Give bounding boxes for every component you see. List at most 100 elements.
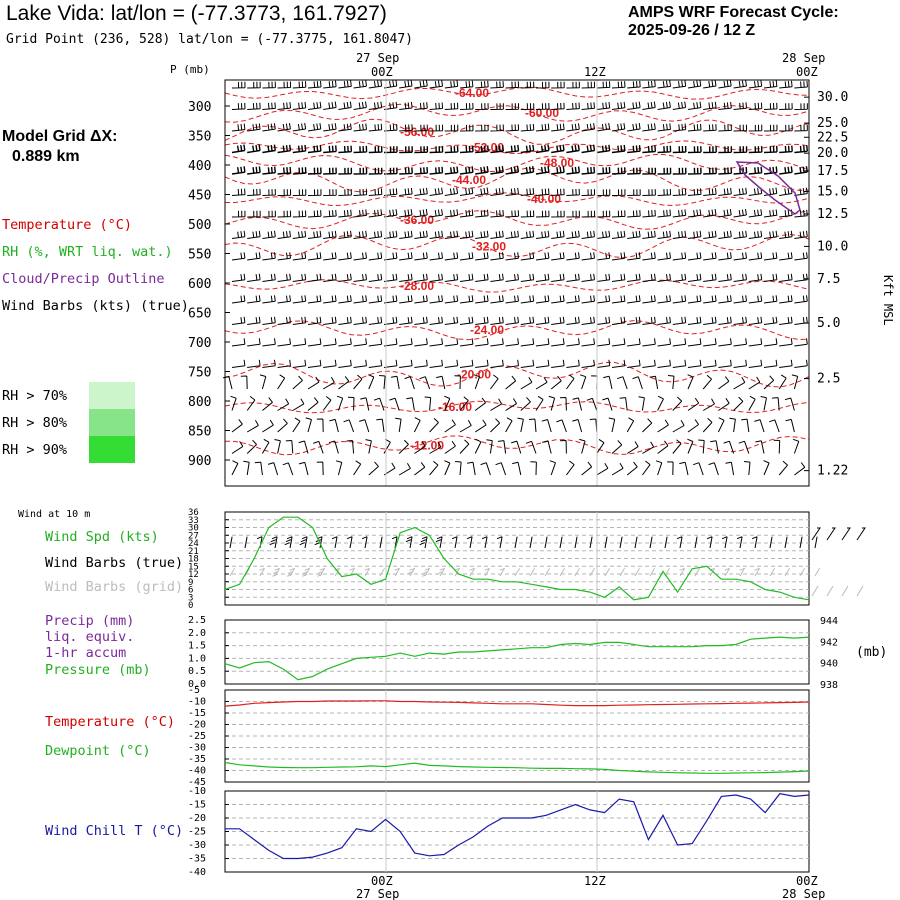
top-time-label: 00Z (796, 65, 818, 79)
wind-barb (338, 338, 352, 347)
wind-barb (763, 375, 775, 390)
wind-barb (535, 252, 550, 261)
wind-barb (368, 374, 375, 390)
wind-barb-true (229, 536, 233, 549)
wind-barb (596, 359, 611, 368)
wind-barb (307, 376, 320, 390)
wind-barb (733, 166, 748, 175)
wind-barb (475, 124, 489, 132)
wind-barb (702, 417, 713, 433)
wind-barb (399, 124, 413, 132)
wind-barb (505, 103, 520, 110)
wind-barb (784, 397, 795, 411)
wind-barb (611, 295, 626, 304)
wind-barb (277, 316, 291, 325)
wind-barb (611, 359, 626, 368)
panel-tick-label: -10 (188, 786, 206, 797)
wind-barb (444, 359, 459, 368)
isotherm-label: -44.00 (452, 173, 486, 187)
wind-barb-grid (317, 567, 326, 577)
wind-barb (627, 210, 641, 218)
wind-barb (672, 252, 687, 261)
wind-barb (511, 440, 522, 454)
wind-chill-line (225, 793, 810, 860)
wind-barb (551, 273, 565, 282)
wind-barb-grid (469, 567, 476, 577)
wind-barb (535, 123, 550, 132)
wind-barb (414, 441, 426, 454)
height-tick-label: 22.5 (817, 130, 848, 145)
wind-barb (383, 101, 398, 110)
wind-barb (246, 439, 257, 454)
wind-barb (414, 252, 428, 261)
wind-barb (505, 273, 519, 282)
panel-tick-label: 18 (188, 555, 199, 565)
wind-barb (307, 316, 322, 325)
wind-barb (627, 338, 641, 347)
panel-tick-label: 0 (188, 601, 193, 611)
wind-barb (399, 101, 413, 110)
wind-barb (717, 417, 725, 433)
wind-barb (672, 209, 687, 218)
wind-barb (535, 316, 550, 325)
wind-barb (548, 395, 556, 411)
wind-barb (359, 419, 370, 433)
wind-barb (262, 144, 276, 154)
wind-barb (535, 295, 550, 304)
wind-barb (778, 460, 788, 476)
wind-barb (231, 81, 246, 89)
wind-barb-grid (514, 568, 521, 577)
top-time-label: 12Z (584, 65, 606, 79)
wind-barb (702, 398, 715, 411)
wind-barb-true (405, 536, 413, 549)
wind-barb (687, 101, 702, 110)
wind-barb (247, 81, 261, 89)
wind-barb (520, 230, 535, 239)
wind-barb (490, 81, 504, 89)
wind-barb (702, 374, 712, 390)
wind-barb (338, 359, 352, 368)
wind-barb (490, 374, 499, 390)
wind-barb (718, 376, 730, 390)
wind-barb (794, 338, 808, 347)
wind-barb (520, 316, 535, 325)
isotherm-line (224, 153, 810, 173)
pressure-tick-label: 300 (188, 100, 211, 115)
wind-barb (596, 273, 611, 282)
wind-barb (277, 144, 292, 154)
wind-barb (581, 210, 596, 218)
wind-barb (517, 417, 524, 433)
wind-barb (794, 273, 808, 282)
panel-tick-label: 12 (188, 570, 199, 580)
wind-barb-grid (408, 567, 416, 577)
wind-barb (316, 418, 324, 433)
wind-barb (581, 166, 596, 175)
wind-barb (642, 80, 656, 89)
wind-barb (581, 189, 596, 196)
wind-barb (490, 316, 504, 325)
wind-barb (566, 188, 580, 196)
wind-barb (505, 187, 519, 196)
wind-barb (368, 101, 383, 110)
isotherm-line (224, 400, 810, 414)
wind-barb-true (604, 536, 608, 549)
wind-barb (414, 80, 428, 89)
wind-barb (672, 167, 687, 175)
wind-barb (718, 273, 732, 282)
wind-barb (566, 460, 575, 476)
wind-barb (459, 252, 474, 261)
wind-barb (596, 438, 605, 454)
wind-barb (368, 338, 383, 347)
wind-barb (262, 397, 273, 411)
wind-barb (779, 166, 793, 175)
wind-barb (230, 395, 237, 411)
wind-barb (763, 145, 778, 154)
wind-barb (596, 123, 611, 132)
wind-barb (611, 101, 626, 110)
wind-barb (353, 295, 367, 304)
wind-barb (414, 273, 428, 282)
isotherm-line (224, 167, 810, 193)
wind-barb (338, 273, 352, 282)
wind-barb (657, 273, 671, 282)
wind-barb (565, 374, 575, 390)
